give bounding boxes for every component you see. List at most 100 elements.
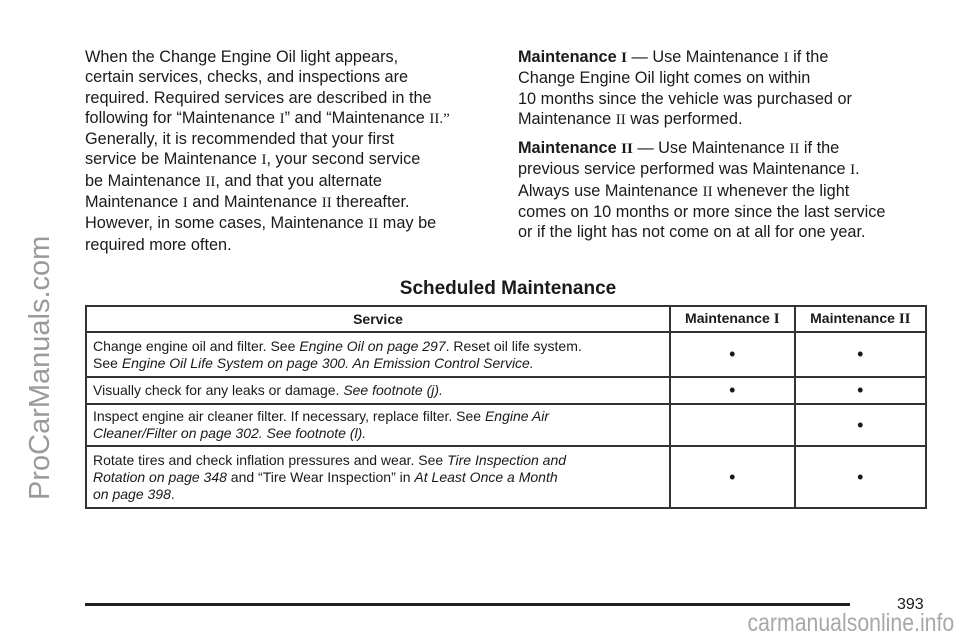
text-run: Maintenance bbox=[810, 310, 899, 326]
text-run: , and that you alternate bbox=[215, 171, 382, 190]
text-run: previous service performed was Maintenan… bbox=[518, 160, 851, 179]
text-run: service be Maintenance bbox=[85, 150, 262, 169]
roman-numeral: II bbox=[429, 110, 440, 127]
text-run: required. Required services are describe… bbox=[85, 88, 432, 107]
watermark-side: ProCarManuals.com bbox=[24, 235, 56, 500]
service-cell: Inspect engine air cleaner filter. If ne… bbox=[85, 403, 671, 447]
roman-numeral: .” bbox=[439, 110, 450, 127]
text-run: See footnote (j). bbox=[343, 382, 443, 398]
text-run: thereafter. bbox=[331, 193, 410, 212]
roman-numeral: I bbox=[783, 50, 789, 66]
text-run: if the bbox=[788, 48, 829, 66]
text-run: and Maintenance bbox=[187, 193, 322, 212]
text-line: be Maintenance II, and that you alternat… bbox=[85, 171, 450, 192]
text-run: required more often. bbox=[85, 235, 232, 254]
roman-numeral: II bbox=[702, 183, 713, 200]
service-cell: Change engine oil and filter. See Engine… bbox=[85, 331, 671, 378]
text-run: Engine Oil on page 297 bbox=[299, 337, 446, 354]
text-run: comes on 10 months or more since the las… bbox=[518, 203, 886, 222]
header-maintenance-1: Maintenance I bbox=[669, 305, 796, 333]
text-line: previous service performed was Maintenan… bbox=[518, 159, 885, 180]
text-line: Generally, it is recommended that your f… bbox=[85, 129, 450, 149]
text-line: required. Required services are describe… bbox=[85, 88, 450, 108]
text-run: Rotate tires and check inflation pressur… bbox=[93, 451, 448, 468]
maintenance-1-cell bbox=[669, 403, 796, 447]
table-row: Inspect engine air cleaner filter. If ne… bbox=[85, 403, 928, 447]
roman-numeral: II bbox=[898, 311, 911, 327]
text-run: Always use Maintenance bbox=[518, 181, 703, 200]
roman-numeral: I bbox=[182, 195, 188, 212]
text-run: — Use Maintenance bbox=[632, 139, 790, 158]
text-run: When the Change Engine Oil light appears… bbox=[85, 48, 399, 66]
roman-numeral: I bbox=[773, 311, 780, 327]
maintenance-1-cell: • bbox=[669, 331, 796, 378]
maintenance-2-cell: • bbox=[793, 331, 928, 378]
text-run: However, in some cases, Maintenance bbox=[85, 214, 369, 233]
text-run: Change engine oil and filter. See bbox=[93, 337, 300, 354]
header-service: Service bbox=[85, 305, 671, 333]
text-run: on page 398 bbox=[93, 485, 171, 502]
text-run: See bbox=[93, 354, 122, 371]
intro-text-column: When the Change Engine Oil light appears… bbox=[85, 47, 450, 263]
text-line: or if the light has not come on at all f… bbox=[518, 222, 885, 242]
text-line: certain services, checks, and inspection… bbox=[85, 67, 450, 87]
section-heading: Scheduled Maintenance bbox=[399, 278, 617, 299]
service-cell: Rotate tires and check inflation pressur… bbox=[85, 445, 671, 509]
maintenance-2-cell: • bbox=[793, 376, 928, 405]
text-run: . bbox=[855, 160, 860, 179]
text-run: — Use Maintenance bbox=[627, 48, 784, 66]
text-line: Change Engine Oil light comes on within bbox=[518, 68, 885, 88]
maintenance-2-cell: • bbox=[793, 445, 928, 509]
table-row: Visually check for any leaks or damage. … bbox=[85, 376, 928, 405]
text-line: required more often. bbox=[85, 235, 450, 255]
text-line: comes on 10 months or more since the las… bbox=[518, 202, 885, 222]
text-run: Rotation on page 348 bbox=[93, 468, 227, 485]
paragraph: Maintenance I — Use Maintenance I if the… bbox=[518, 47, 885, 130]
text-run: Maintenance bbox=[518, 48, 622, 66]
roman-numeral: II bbox=[205, 173, 216, 190]
text-line: Maintenance I — Use Maintenance I if the bbox=[518, 47, 885, 68]
roman-numeral: I bbox=[621, 50, 627, 66]
text-run: Maintenance bbox=[685, 310, 774, 326]
text-run: following for “Maintenance bbox=[85, 108, 280, 127]
scheduled-maintenance-table: Service Maintenance I Maintenance II Cha… bbox=[85, 305, 928, 509]
text-run: Service bbox=[353, 310, 403, 327]
text-run: Change Engine Oil light comes on within bbox=[518, 69, 811, 88]
text-run: Engine Oil Life System on page 300. An E… bbox=[121, 354, 534, 371]
roman-numeral: II bbox=[789, 141, 800, 158]
watermark-bottom: carmanualsonline.info bbox=[747, 609, 954, 637]
text-run: Maintenance bbox=[518, 139, 622, 158]
text-run: ” and “Maintenance bbox=[284, 108, 430, 127]
table-row: Change engine oil and filter. See Engine… bbox=[85, 331, 928, 378]
maintenance-2-cell: • bbox=[793, 403, 928, 447]
text-run: certain services, checks, and inspection… bbox=[85, 68, 409, 87]
text-line: Maintenance II was performed. bbox=[518, 109, 885, 130]
text-line: When the Change Engine Oil light appears… bbox=[85, 47, 450, 67]
text-line: 10 months since the vehicle was purchase… bbox=[518, 89, 885, 109]
text-run: Inspect engine air cleaner filter. If ne… bbox=[93, 408, 485, 424]
maintenance-1-cell: • bbox=[669, 376, 796, 405]
text-run: if the bbox=[799, 139, 840, 158]
text-run: Visually check for any leaks or damage. bbox=[93, 382, 344, 398]
roman-numeral: II bbox=[368, 216, 379, 233]
text-line: following for “Maintenance I” and “Maint… bbox=[85, 108, 450, 129]
text-line: Always use Maintenance II whenever the l… bbox=[518, 181, 885, 202]
text-line: Maintenance II — Use Maintenance II if t… bbox=[518, 138, 885, 159]
roman-numeral: II bbox=[321, 195, 332, 212]
footer-rule bbox=[85, 603, 850, 606]
maintenance-1-cell: • bbox=[669, 445, 796, 509]
text-line: However, in some cases, Maintenance II m… bbox=[85, 213, 450, 234]
paragraph: Maintenance II — Use Maintenance II if t… bbox=[518, 138, 885, 242]
roman-numeral: I bbox=[850, 162, 856, 179]
text-run: and “Tire Wear Inspection” in bbox=[226, 468, 415, 485]
table-header-row: Service Maintenance I Maintenance II bbox=[85, 305, 928, 333]
text-run: . bbox=[170, 485, 175, 502]
text-run: 10 months since the vehicle was purchase… bbox=[518, 89, 852, 108]
text-line: Maintenance I and Maintenance II thereaf… bbox=[85, 192, 450, 213]
text-run: . Reset oil life system. bbox=[445, 337, 582, 354]
text-run: At Least Once a Month bbox=[414, 468, 558, 485]
text-run: was performed. bbox=[625, 109, 743, 128]
text-run: Generally, it is recommended that your f… bbox=[85, 130, 395, 149]
text-line: service be Maintenance I, your second se… bbox=[85, 149, 450, 170]
service-cell: Visually check for any leaks or damage. … bbox=[85, 376, 671, 405]
